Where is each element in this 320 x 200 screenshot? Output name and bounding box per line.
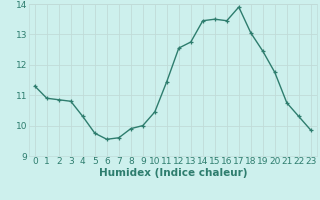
X-axis label: Humidex (Indice chaleur): Humidex (Indice chaleur)	[99, 168, 247, 178]
